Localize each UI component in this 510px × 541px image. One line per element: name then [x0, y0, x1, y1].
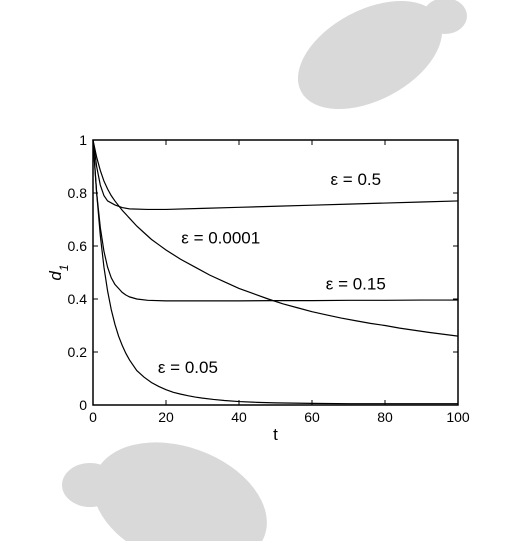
ytick-label: 0.2: [68, 344, 88, 360]
xtick-label: 0: [89, 409, 97, 425]
xtick-label: 40: [231, 409, 247, 425]
ytick-label: 0.8: [68, 185, 88, 201]
ytick-label: 0: [79, 397, 87, 413]
ytick-label: 1: [79, 132, 87, 148]
curve-label: ε = 0.05: [158, 358, 218, 377]
curve-label: ε = 0.5: [331, 170, 382, 189]
xtick-label: 60: [304, 409, 320, 425]
curve-label: ε = 0.15: [326, 275, 386, 294]
curve-label: ε = 0.0001: [181, 228, 260, 247]
chart: 0 20 40 60 80 100 0 0.2 0.4 0.6 0.8 1 t d1 ε = 0.5 ε = …: [46, 132, 470, 444]
xtick-label: 100: [446, 409, 470, 425]
chart-canvas: 0 20 40 60 80 100 0 0.2 0.4 0.6 0.8 1 t d1 ε = 0.5 ε = …: [0, 0, 510, 541]
ytick-label: 0.6: [68, 238, 88, 254]
ylabel: d1: [46, 264, 71, 280]
ytick-label: 0.4: [68, 291, 88, 307]
xtick-label: 80: [377, 409, 393, 425]
xtick-label: 20: [158, 409, 174, 425]
xlabel: t: [273, 425, 278, 444]
